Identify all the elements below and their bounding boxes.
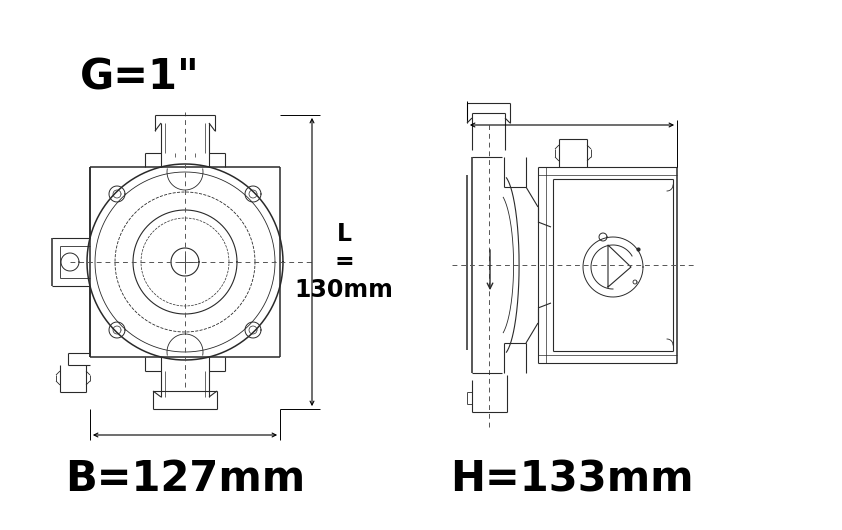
Text: B=127mm: B=127mm [65, 458, 305, 500]
Text: G=1": G=1" [80, 57, 200, 99]
Text: L
=
130mm: L = 130mm [295, 222, 393, 302]
Text: H=133mm: H=133mm [450, 458, 694, 500]
